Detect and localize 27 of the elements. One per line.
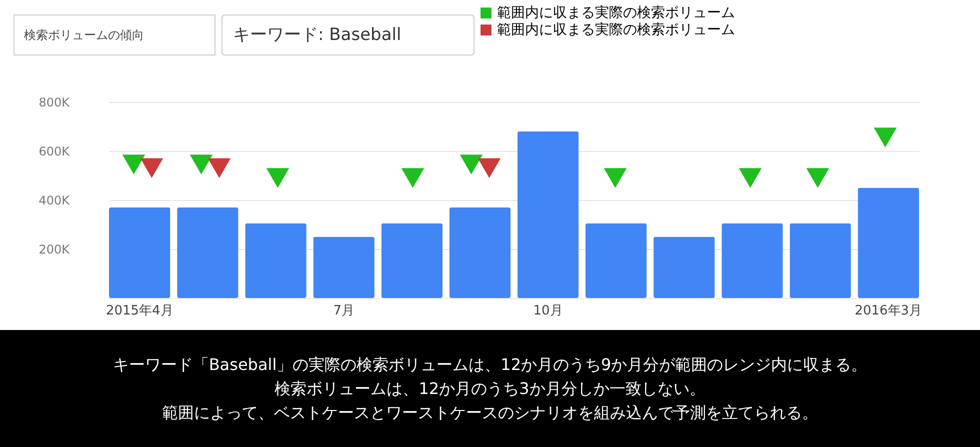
x-tick-label: 7月 xyxy=(333,304,354,318)
y-tick-label: 400K xyxy=(38,194,71,208)
legend-label: 範囲内に収まる実際の検索ボリューム xyxy=(497,5,735,21)
bar xyxy=(858,188,919,298)
bar xyxy=(109,207,170,298)
text: 検索ボリュームは、12か月のうち3か月分しか一致しない。 xyxy=(274,379,706,398)
bar xyxy=(722,223,783,298)
text: 範囲によって、ベストケースとワーストケースのシナリオを組み込んで予測を立てられる。 xyxy=(162,403,818,422)
x-tick-label: 2015年4月 xyxy=(106,304,174,318)
x-tick-label: 10月 xyxy=(533,304,563,318)
legend-label: 範囲内に収まる実際の検索ボリューム xyxy=(497,22,735,38)
bar xyxy=(381,223,443,298)
bar xyxy=(517,131,579,298)
bar xyxy=(313,236,374,298)
text: キーワード: Baseball xyxy=(233,25,402,45)
bar xyxy=(449,207,511,298)
y-tick-label: 200K xyxy=(38,242,71,256)
y-tick-label: 600K xyxy=(38,144,71,158)
text: キーワード「Baseball」の実際の検索ボリュームは、12か月のうち9か月分が範囲のレンジ内に収まる。 xyxy=(112,355,868,374)
bar xyxy=(177,207,238,298)
x-tick-label: 2016年3月 xyxy=(854,304,922,318)
bar xyxy=(585,223,647,298)
bar xyxy=(790,223,851,298)
y-tick-label: 800K xyxy=(38,96,71,110)
text: 検索ボリュームの傾向 xyxy=(24,28,144,42)
bar xyxy=(654,236,715,298)
bar xyxy=(245,223,306,298)
